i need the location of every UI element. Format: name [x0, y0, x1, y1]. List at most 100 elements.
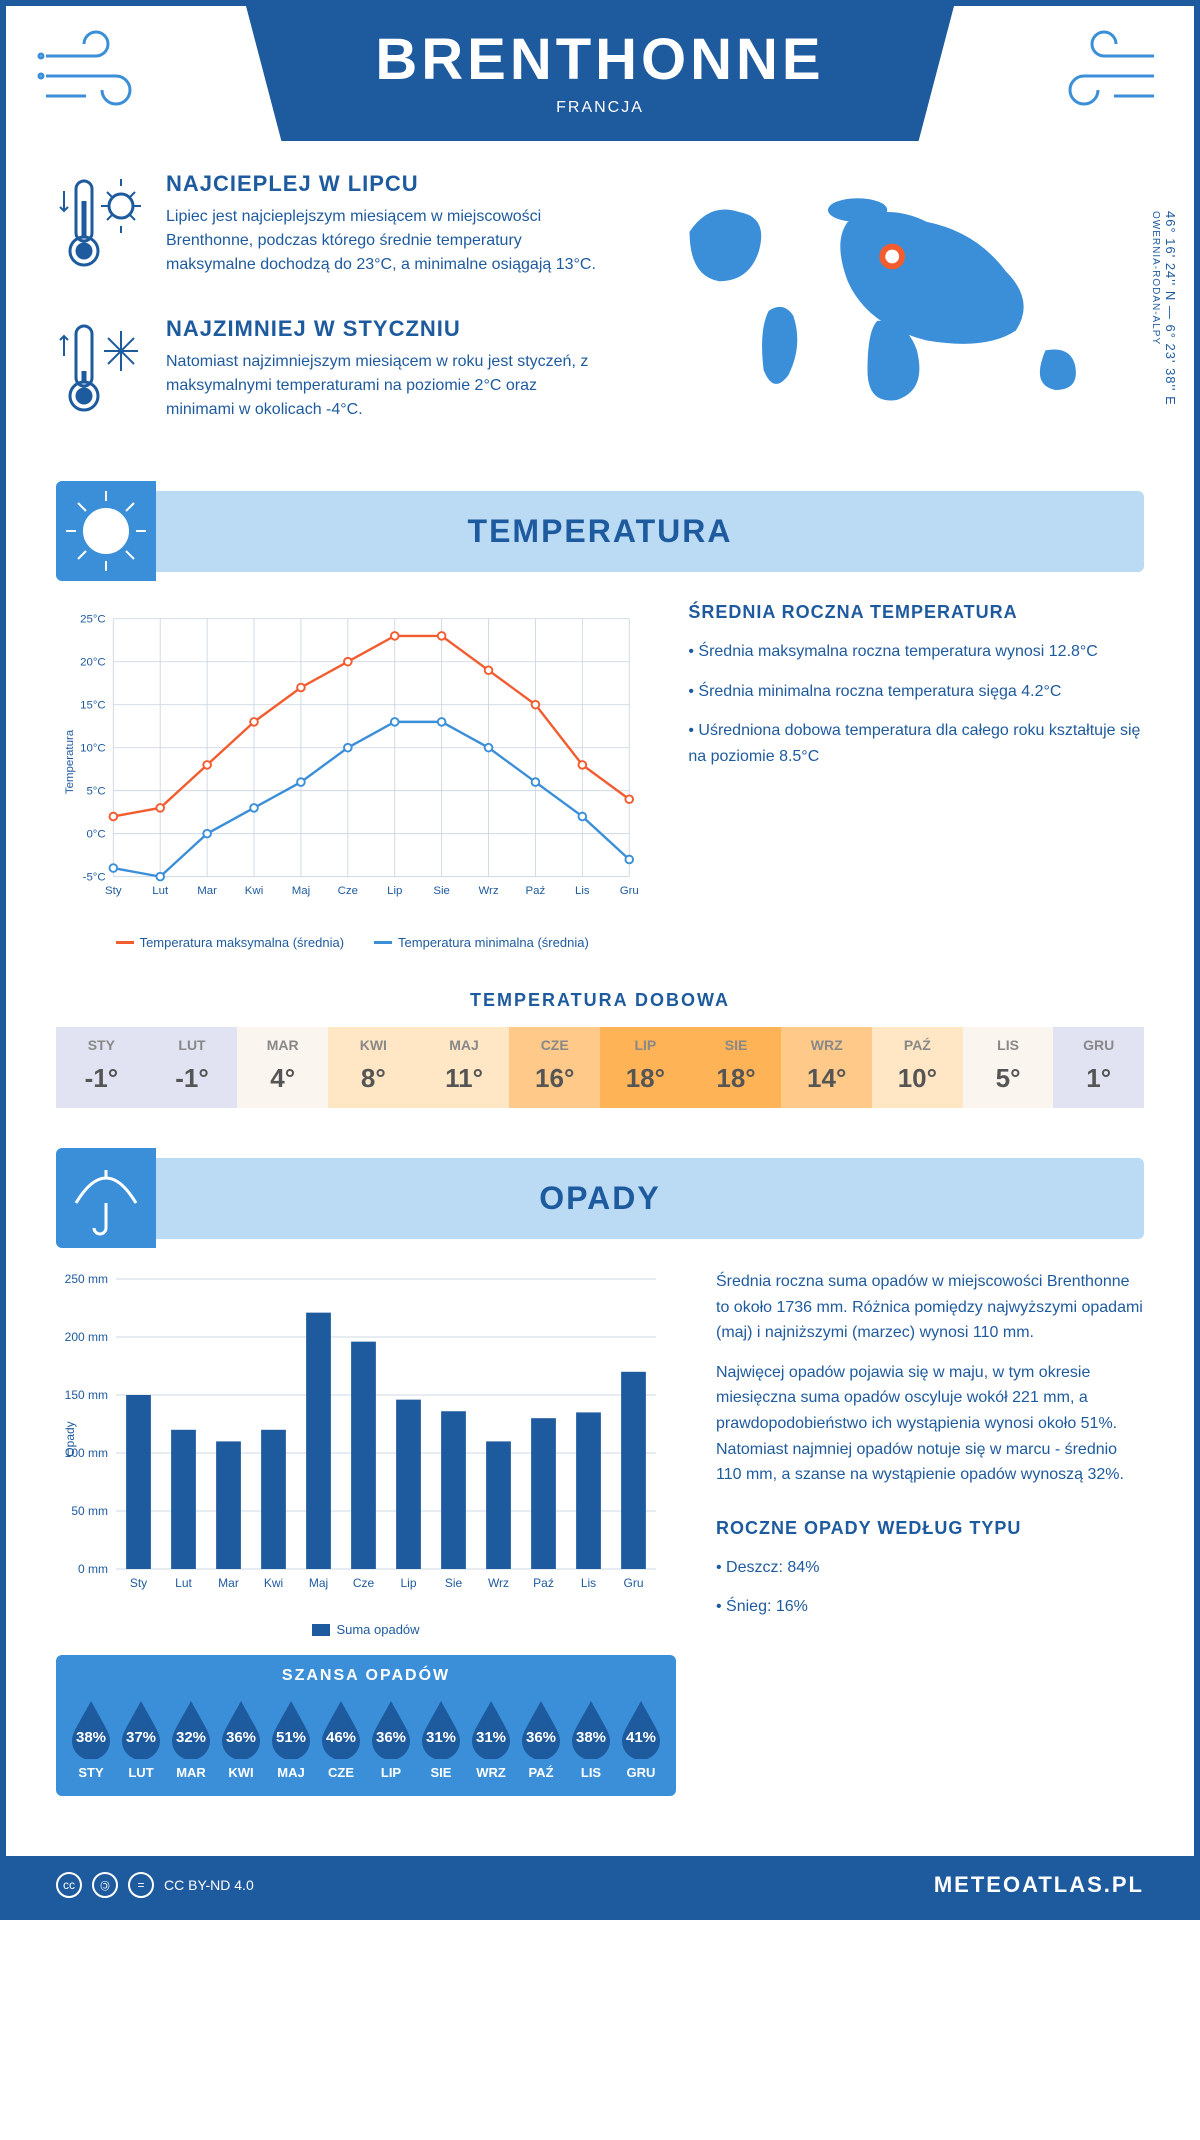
- precip-section-header: OPADY: [56, 1158, 1144, 1239]
- daily-temp-cell: LIS5°: [963, 1027, 1054, 1108]
- avg-temp-title: ŚREDNIA ROCZNA TEMPERATURA: [688, 602, 1144, 623]
- warm-text: Lipiec jest najcieplejszym miesiącem w m…: [166, 205, 600, 277]
- page-header: BRENTHONNE FRANCJA: [246, 6, 954, 141]
- daily-temp-cell: GRU1°: [1053, 1027, 1144, 1108]
- avg-temp-line: • Średnia maksymalna roczna temperatura …: [688, 639, 1144, 665]
- svg-text:Lis: Lis: [575, 885, 590, 897]
- svg-text:250 mm: 250 mm: [65, 1272, 108, 1286]
- svg-text:50 mm: 50 mm: [71, 1504, 108, 1518]
- precip-para: Najwięcej opadów pojawia się w maju, w t…: [716, 1360, 1144, 1488]
- daily-temp-table: STY-1° LUT-1° MAR4° KWI8° MAJ11° CZE16° …: [56, 1027, 1144, 1108]
- svg-text:10°C: 10°C: [80, 742, 106, 754]
- daily-temp-cell: MAR4°: [237, 1027, 328, 1108]
- precip-chance-drop: 32% MAR: [166, 1697, 216, 1780]
- svg-text:Kwi: Kwi: [245, 885, 263, 897]
- warm-fact: NAJCIEPLEJ W LIPCU Lipiec jest najcieple…: [56, 171, 600, 286]
- precip-chance-drop: 51% MAJ: [266, 1697, 316, 1780]
- svg-text:15°C: 15°C: [80, 699, 106, 711]
- nd-icon: =: [128, 1872, 154, 1898]
- svg-text:Cze: Cze: [338, 885, 358, 897]
- svg-text:Cze: Cze: [353, 1576, 375, 1590]
- cc-icon: cc: [56, 1872, 82, 1898]
- svg-text:Mar: Mar: [218, 1576, 239, 1590]
- svg-text:Kwi: Kwi: [264, 1576, 283, 1590]
- coordinates: 46° 16' 24'' N — 6° 23' 38'' E OWERNIA-R…: [1148, 211, 1178, 436]
- precip-chance-drop: 31% SIE: [416, 1697, 466, 1780]
- svg-text:200 mm: 200 mm: [65, 1330, 108, 1344]
- svg-text:-5°C: -5°C: [83, 871, 106, 883]
- precip-bar-chart: 0 mm50 mm100 mm150 mm200 mm250 mmOpadySt…: [56, 1269, 676, 1609]
- world-map: [650, 171, 1144, 431]
- svg-text:Opady: Opady: [63, 1421, 77, 1456]
- svg-text:20°C: 20°C: [80, 657, 106, 669]
- precip-chance-drop: 41% GRU: [616, 1697, 666, 1780]
- cold-title: NAJZIMNIEJ W STYCZNIU: [166, 316, 600, 342]
- city-title: BRENTHONNE: [246, 26, 954, 93]
- umbrella-icon: [56, 1148, 156, 1248]
- site-name: METEOATLAS.PL: [934, 1872, 1144, 1898]
- svg-text:Lut: Lut: [175, 1576, 192, 1590]
- precip-chance-drop: 36% PAŹ: [516, 1697, 566, 1780]
- svg-text:Gru: Gru: [620, 885, 639, 897]
- svg-text:Sie: Sie: [433, 885, 450, 897]
- svg-text:Mar: Mar: [197, 885, 217, 897]
- sun-icon: [56, 481, 156, 581]
- daily-temp-title: TEMPERATURA DOBOWA: [56, 990, 1144, 1011]
- cold-text: Natomiast najzimniejszym miesiącem w rok…: [166, 350, 600, 422]
- thermometer-snow-icon: [56, 316, 146, 431]
- svg-text:Sty: Sty: [130, 1576, 147, 1590]
- precip-para: Średnia roczna suma opadów w miejscowośc…: [716, 1269, 1144, 1346]
- daily-temp-cell: MAJ11°: [419, 1027, 510, 1108]
- thermometer-sun-icon: [56, 171, 146, 286]
- daily-temp-cell: WRZ14°: [781, 1027, 872, 1108]
- svg-text:25°C: 25°C: [80, 614, 106, 626]
- precip-chance-drop: 31% WRZ: [466, 1697, 516, 1780]
- daily-temp-cell: PAŹ10°: [872, 1027, 963, 1108]
- daily-temp-cell: STY-1°: [56, 1027, 147, 1108]
- precip-chance-drop: 36% KWI: [216, 1697, 266, 1780]
- svg-text:150 mm: 150 mm: [65, 1388, 108, 1402]
- precip-chance-panel: SZANSA OPADÓW 38% STY 37% LUT 32% MAR 36…: [56, 1655, 676, 1796]
- precip-chance-drop: 38% LIS: [566, 1697, 616, 1780]
- precip-chance-title: SZANSA OPADÓW: [66, 1667, 666, 1685]
- daily-temp-cell: LUT-1°: [147, 1027, 238, 1108]
- precip-chance-drop: 46% CZE: [316, 1697, 366, 1780]
- svg-text:Lip: Lip: [387, 885, 402, 897]
- avg-temp-line: • Średnia minimalna roczna temperatura s…: [688, 679, 1144, 705]
- svg-text:Maj: Maj: [292, 885, 310, 897]
- by-icon: 🄯: [92, 1872, 118, 1898]
- svg-text:Maj: Maj: [309, 1576, 328, 1590]
- precip-type-line: • Deszcz: 84%: [716, 1555, 1144, 1581]
- svg-text:Paź: Paź: [526, 885, 546, 897]
- precip-chance-drop: 36% LIP: [366, 1697, 416, 1780]
- country-subtitle: FRANCJA: [246, 99, 954, 117]
- svg-text:0°C: 0°C: [86, 828, 105, 840]
- svg-text:Temperatura: Temperatura: [64, 729, 76, 794]
- precip-type-line: • Śnieg: 16%: [716, 1594, 1144, 1620]
- temperature-section-header: TEMPERATURA: [56, 491, 1144, 572]
- temp-legend: Temperatura maksymalna (średnia) Tempera…: [56, 935, 648, 950]
- svg-text:Sty: Sty: [105, 885, 122, 897]
- svg-text:0 mm: 0 mm: [78, 1562, 108, 1576]
- precip-chance-drop: 37% LUT: [116, 1697, 166, 1780]
- svg-text:Sie: Sie: [445, 1576, 463, 1590]
- svg-text:Gru: Gru: [623, 1576, 643, 1590]
- daily-temp-cell: CZE16°: [509, 1027, 600, 1108]
- precip-legend: Suma opadów: [56, 1622, 676, 1637]
- precip-chance-drop: 38% STY: [66, 1697, 116, 1780]
- precip-type-title: ROCZNE OPADY WEDŁUG TYPU: [716, 1518, 1144, 1539]
- svg-text:Paź: Paź: [533, 1576, 554, 1590]
- daily-temp-cell: KWI8°: [328, 1027, 419, 1108]
- svg-text:Lip: Lip: [400, 1576, 416, 1590]
- temperature-line-chart: -5°C 0°C 5°C 10°C 15°C 20°C 25°C Sty Lut Mar Kwi Ma…: [56, 602, 648, 922]
- svg-text:Wrz: Wrz: [478, 885, 498, 897]
- avg-temp-line: • Uśredniona dobowa temperatura dla całe…: [688, 718, 1144, 769]
- daily-temp-cell: SIE18°: [691, 1027, 782, 1108]
- svg-text:Lut: Lut: [152, 885, 169, 897]
- page-footer: cc 🄯 = CC BY-ND 4.0 METEOATLAS.PL: [6, 1856, 1194, 1914]
- wind-icon: [1044, 26, 1164, 121]
- cold-fact: NAJZIMNIEJ W STYCZNIU Natomiast najzimni…: [56, 316, 600, 431]
- svg-text:Lis: Lis: [581, 1576, 596, 1590]
- svg-text:5°C: 5°C: [86, 785, 105, 797]
- wind-icon: [36, 26, 156, 121]
